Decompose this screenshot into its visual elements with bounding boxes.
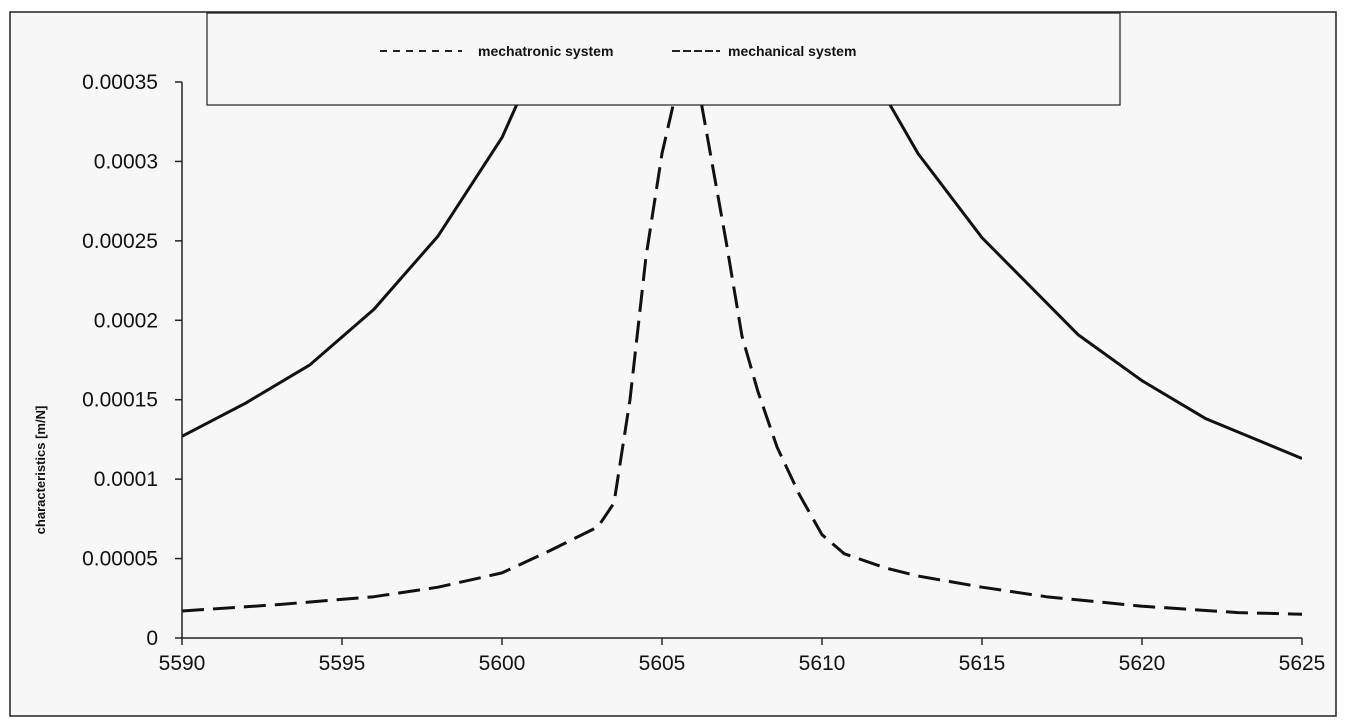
series-layer: [182, 82, 1302, 616]
x-tick-label: 5615: [959, 652, 1006, 675]
x-tick-label: 5590: [159, 652, 206, 675]
y-axis-label: characteristics [m/N]: [33, 406, 48, 535]
x-tick-label: 5605: [639, 652, 686, 675]
tick-layer: 5590 5595 5600 5605 5610 5615 5620 5625 0 0.00005…: [82, 71, 1325, 675]
legend-label-mechanical: mechanical system: [728, 43, 856, 59]
chart-frame: [9, 11, 1337, 717]
y-tick-label: 0.0001: [94, 468, 158, 491]
x-tick-label: 5620: [1119, 652, 1166, 675]
y-tick-label: 0.00025: [82, 230, 158, 253]
y-tick-label: 0.00005: [82, 548, 158, 571]
y-tick-label: 0.0002: [94, 309, 158, 332]
y-tick-label: 0.00015: [82, 389, 158, 412]
x-tick-label: 5625: [1279, 652, 1326, 675]
y-tick-label: 0.0003: [94, 150, 158, 173]
series-line-dashed: [182, 96, 1302, 616]
legend-box: [206, 12, 1121, 106]
x-tick-label: 5600: [479, 652, 526, 675]
x-tick-label: 5610: [799, 652, 846, 675]
legend: mechatronic system mechanical system: [206, 12, 1121, 106]
y-tick-label: 0: [146, 627, 158, 650]
legend-label-mechatronic: mechatronic system: [478, 43, 613, 59]
y-tick-label: 0.00035: [82, 71, 158, 94]
series-line-solid: [182, 82, 1302, 460]
x-tick-label: 5595: [319, 652, 366, 675]
